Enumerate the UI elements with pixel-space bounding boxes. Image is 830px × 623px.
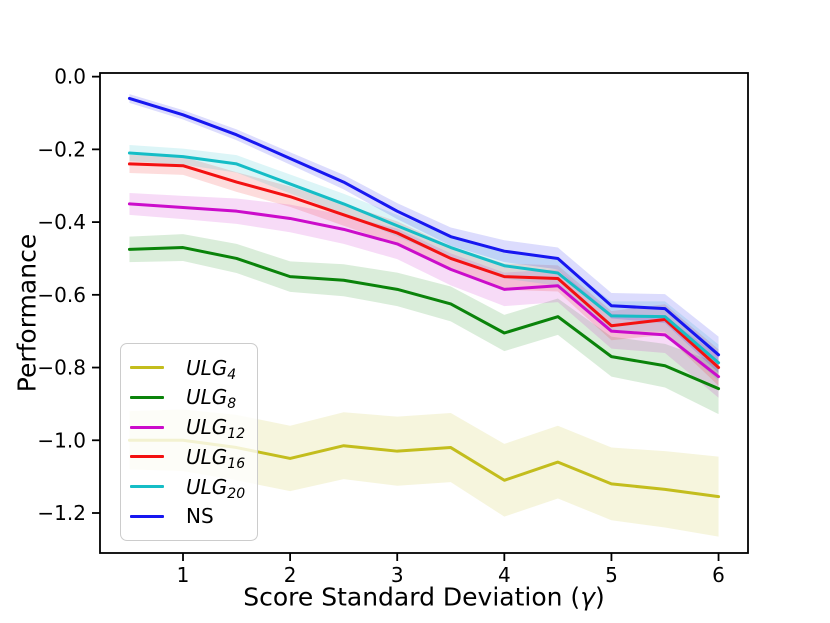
y-tick-label-0.0: 0.0 xyxy=(54,65,86,89)
x-tick-label-2: 2 xyxy=(284,563,297,587)
y-tick-label-−1.2: −1.2 xyxy=(37,501,86,525)
series-band-ULG8 xyxy=(129,234,719,415)
legend-label-ulg8: ULG8 xyxy=(186,385,236,411)
x-axis-label-close-paren: ) xyxy=(594,582,605,612)
legend-swatch-ulg16 xyxy=(130,455,164,459)
legend-label-text: ULG xyxy=(186,444,228,469)
legend-swatch-ulg4 xyxy=(130,366,164,370)
legend-item-ulg4: ULG4 xyxy=(130,355,253,382)
legend-label-text: ULG xyxy=(186,474,228,499)
legend-label-text: NS xyxy=(186,504,214,529)
legend-item-ulg16: ULG16 xyxy=(130,444,253,471)
legend-swatch-ulg12 xyxy=(130,425,164,429)
series-line-ULG16 xyxy=(127,162,721,370)
legend-swatch-ns xyxy=(130,514,164,518)
y-tick-label-−0.6: −0.6 xyxy=(37,283,86,307)
y-tick-label-−0.8: −0.8 xyxy=(37,356,86,380)
legend-label-text: ULG xyxy=(186,385,228,410)
y-tick-label-−0.2: −0.2 xyxy=(37,137,86,161)
series-line-NS xyxy=(127,96,721,357)
y-tick-label-−1.0: −1.0 xyxy=(37,428,86,452)
legend-label-subscript: 12 xyxy=(227,426,246,443)
legend-item-ulg12: ULG12 xyxy=(130,415,253,441)
legend-label-ulg4: ULG4 xyxy=(186,355,236,382)
gamma-symbol: γ xyxy=(580,582,595,612)
legend-swatch-ulg20 xyxy=(130,484,164,489)
legend-label-ns: NS xyxy=(186,506,214,526)
y-axis-label: Performance xyxy=(12,233,42,393)
legend-label-subscript: 8 xyxy=(227,396,237,413)
legend-item-ulg8: ULG8 xyxy=(130,385,253,411)
x-tick-label-3: 3 xyxy=(391,563,404,587)
legend-label-subscript: 16 xyxy=(227,455,246,472)
legend-item-ulg20: ULG20 xyxy=(130,474,253,501)
legend-label-ulg20: ULG20 xyxy=(186,474,245,501)
series-band-ULG4 xyxy=(129,409,719,537)
legend-label-text: ULG xyxy=(186,355,228,380)
x-axis-label-text: Score Standard Deviation ( xyxy=(243,582,581,612)
legend-label-text: ULG xyxy=(186,415,228,440)
legend-label-ulg16: ULG16 xyxy=(186,444,245,471)
x-tick-label-6: 6 xyxy=(712,563,725,587)
series-line-ULG20 xyxy=(127,151,721,365)
x-tick-label-1: 1 xyxy=(177,563,190,587)
legend-label-ulg12: ULG12 xyxy=(186,415,245,441)
series-line-ULG8 xyxy=(127,246,721,391)
legend: ULG4 ULG8 ULG12 ULG16 ULG20 NS xyxy=(120,343,258,541)
series-band-ULG12 xyxy=(129,193,719,398)
legend-swatch-ulg8 xyxy=(130,395,164,399)
legend-label-subscript: 20 xyxy=(227,485,246,502)
x-tick-label-5: 5 xyxy=(605,563,618,587)
plot-frame xyxy=(99,72,749,554)
y-tick-label-−0.4: −0.4 xyxy=(37,210,86,234)
series-line-ULG12 xyxy=(127,202,721,379)
legend-label-subscript: 4 xyxy=(227,366,237,383)
x-tick-label-4: 4 xyxy=(498,563,511,587)
x-axis-label: Score Standard Deviation (γ) xyxy=(243,585,605,610)
legend-item-ns: NS xyxy=(130,506,253,526)
